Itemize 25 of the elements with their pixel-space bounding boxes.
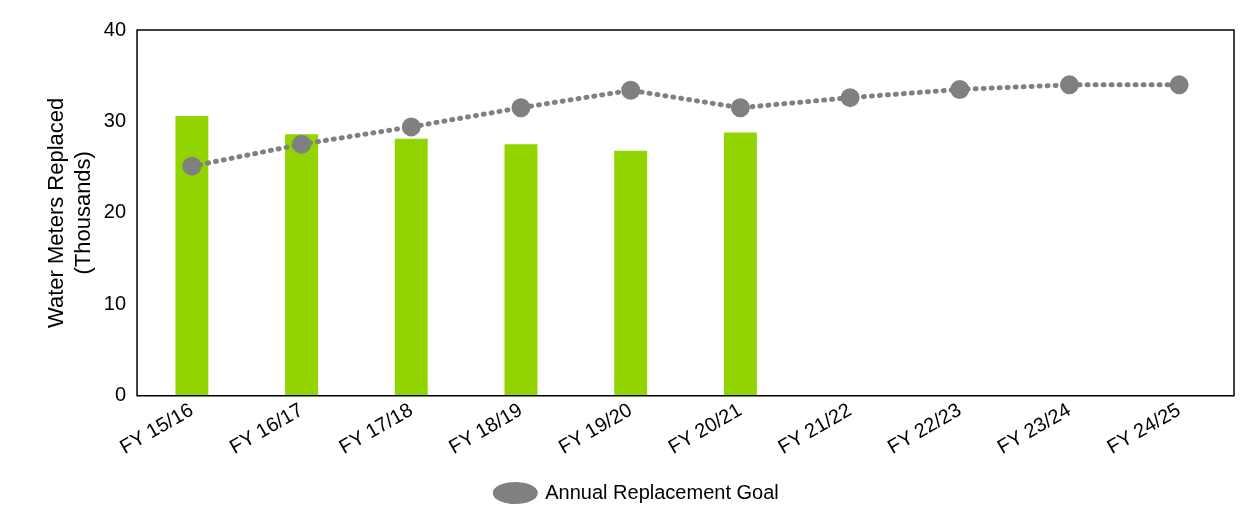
point <box>401 117 421 137</box>
bar <box>285 134 319 396</box>
y-tick-label: 30 <box>103 108 127 131</box>
point <box>182 156 202 176</box>
point <box>1059 75 1079 95</box>
point <box>1169 75 1189 95</box>
y-tick-label: 0 <box>114 383 127 406</box>
y-tick-label: 20 <box>103 200 127 223</box>
point <box>730 98 750 118</box>
x-tick-label: FY 20/21 <box>664 398 746 458</box>
bar <box>504 144 538 396</box>
point <box>621 80 641 100</box>
bar <box>723 132 757 396</box>
point <box>950 79 970 99</box>
point <box>840 88 860 108</box>
y-tick-label: 10 <box>103 291 127 314</box>
y-tick-label: 40 <box>103 17 127 40</box>
bar <box>614 150 648 396</box>
point <box>511 98 531 118</box>
y-axis-title: Water Meters Replaced (Thousands) <box>43 97 95 328</box>
bar <box>394 138 428 396</box>
bar <box>175 115 209 396</box>
legend-label: Annual Replacement Goal <box>545 480 779 503</box>
x-tick-label: FY 18/19 <box>444 398 526 458</box>
point <box>292 134 312 154</box>
